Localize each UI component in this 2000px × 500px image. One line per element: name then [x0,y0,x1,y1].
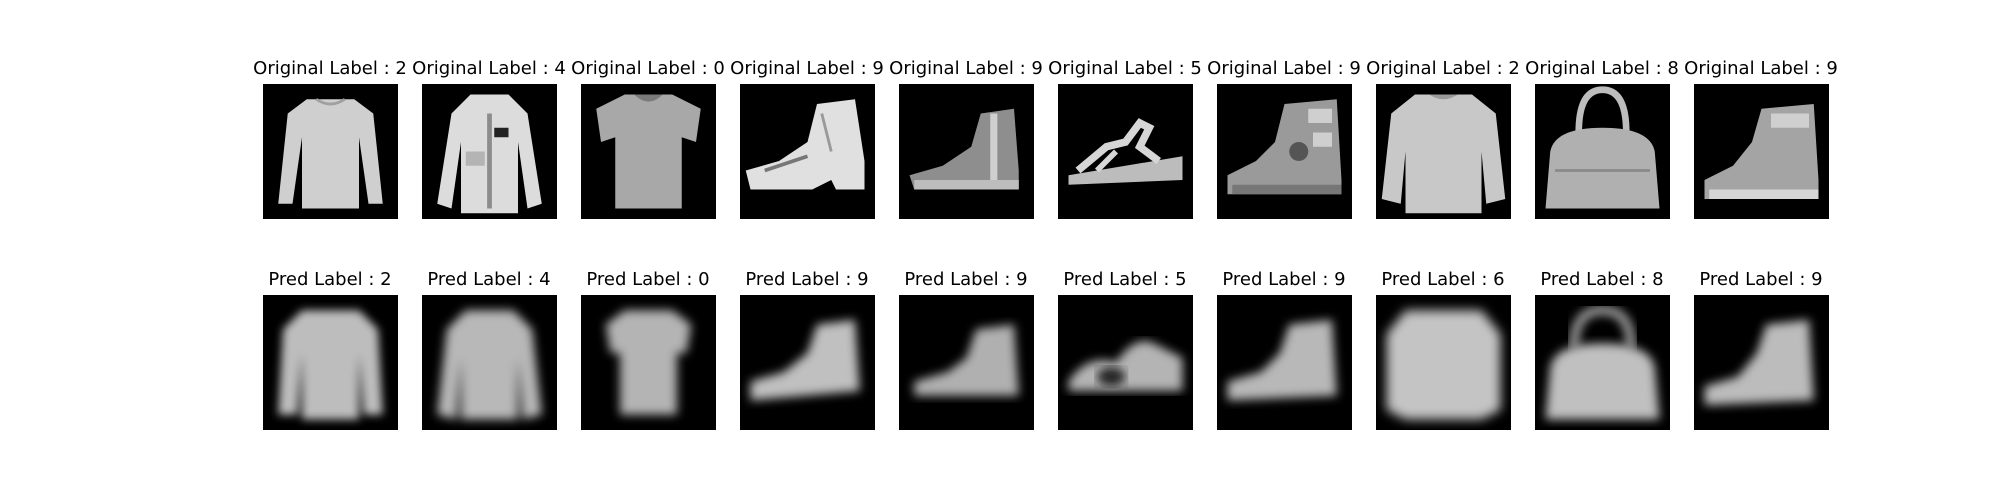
pred-image-1 [262,295,398,430]
original-image-4 [739,84,875,219]
pred-image-6 [1057,295,1193,430]
pred-title-2: Pred Label : 4 [427,269,551,290]
pred-title-1: Pred Label : 2 [268,269,392,290]
long-sleeve-top-icon [263,296,397,429]
coat-icon [422,296,556,429]
original-image-3 [580,84,716,219]
pred-cell-10: Pred Label : 9 [1681,269,1841,430]
original-image-5 [898,84,1034,219]
pred-title-9: Pred Label : 8 [1540,269,1664,290]
pred-cell-2: Pred Label : 4 [409,269,569,430]
ankle-boot-icon [740,296,874,429]
bag-icon [1535,296,1669,429]
pred-image-4 [739,295,875,430]
t-shirt-icon [581,85,715,218]
ankle-boot-icon [1217,85,1351,218]
pred-cell-4: Pred Label : 9 [727,269,887,430]
original-cell-1: Original Label : 2 [250,58,410,219]
original-title-3: Original Label : 0 [571,58,725,79]
original-cell-3: Original Label : 0 [568,58,728,219]
original-image-1 [262,84,398,219]
ankle-boot-icon [1217,296,1351,429]
t-shirt-icon [581,296,715,429]
pred-cell-1: Pred Label : 2 [250,269,410,430]
ankle-boot-icon [1694,85,1828,218]
original-image-10 [1693,84,1829,219]
original-title-7: Original Label : 9 [1207,58,1361,79]
original-cell-2: Original Label : 4 [409,58,569,219]
pred-title-6: Pred Label : 5 [1063,269,1187,290]
original-image-2 [421,84,557,219]
original-cell-7: Original Label : 9 [1204,58,1364,219]
pred-image-7 [1216,295,1352,430]
pred-cell-3: Pred Label : 0 [568,269,728,430]
pred-title-3: Pred Label : 0 [586,269,710,290]
original-cell-6: Original Label : 5 [1045,58,1205,219]
pred-image-8 [1375,295,1511,430]
original-title-5: Original Label : 9 [889,58,1043,79]
sandal-icon [1058,85,1192,218]
original-title-1: Original Label : 2 [253,58,407,79]
pullover-icon [1376,85,1510,218]
ankle-boot-icon [1694,296,1828,429]
bag-icon [1535,85,1669,218]
pred-cell-5: Pred Label : 9 [886,269,1046,430]
original-image-7 [1216,84,1352,219]
original-cell-10: Original Label : 9 [1681,58,1841,219]
coat-icon [422,85,556,218]
original-cell-9: Original Label : 8 [1522,58,1682,219]
pred-cell-7: Pred Label : 9 [1204,269,1364,430]
original-cell-8: Original Label : 2 [1363,58,1523,219]
pred-cell-6: Pred Label : 5 [1045,269,1205,430]
pred-title-4: Pred Label : 9 [745,269,869,290]
original-title-9: Original Label : 8 [1525,58,1679,79]
pred-title-8: Pred Label : 6 [1381,269,1505,290]
pred-cell-9: Pred Label : 8 [1522,269,1682,430]
long-sleeve-top-icon [263,85,397,218]
original-cell-4: Original Label : 9 [727,58,887,219]
original-image-6 [1057,84,1193,219]
pred-image-9 [1534,295,1670,430]
pred-title-10: Pred Label : 9 [1699,269,1823,290]
ankle-boot-icon [899,296,1033,429]
ankle-boot-icon [899,85,1033,218]
pred-image-10 [1693,295,1829,430]
original-title-6: Original Label : 5 [1048,58,1202,79]
pullover-icon [1376,296,1510,429]
original-cell-5: Original Label : 9 [886,58,1046,219]
original-title-4: Original Label : 9 [730,58,884,79]
original-title-10: Original Label : 9 [1684,58,1838,79]
pred-image-3 [580,295,716,430]
pred-cell-8: Pred Label : 6 [1363,269,1523,430]
ankle-boot-icon [740,85,874,218]
original-title-2: Original Label : 4 [412,58,566,79]
original-title-8: Original Label : 2 [1366,58,1520,79]
sandal-icon [1058,296,1192,429]
original-image-9 [1534,84,1670,219]
pred-title-7: Pred Label : 9 [1222,269,1346,290]
pred-image-2 [421,295,557,430]
pred-title-5: Pred Label : 9 [904,269,1028,290]
original-image-8 [1375,84,1511,219]
pred-image-5 [898,295,1034,430]
